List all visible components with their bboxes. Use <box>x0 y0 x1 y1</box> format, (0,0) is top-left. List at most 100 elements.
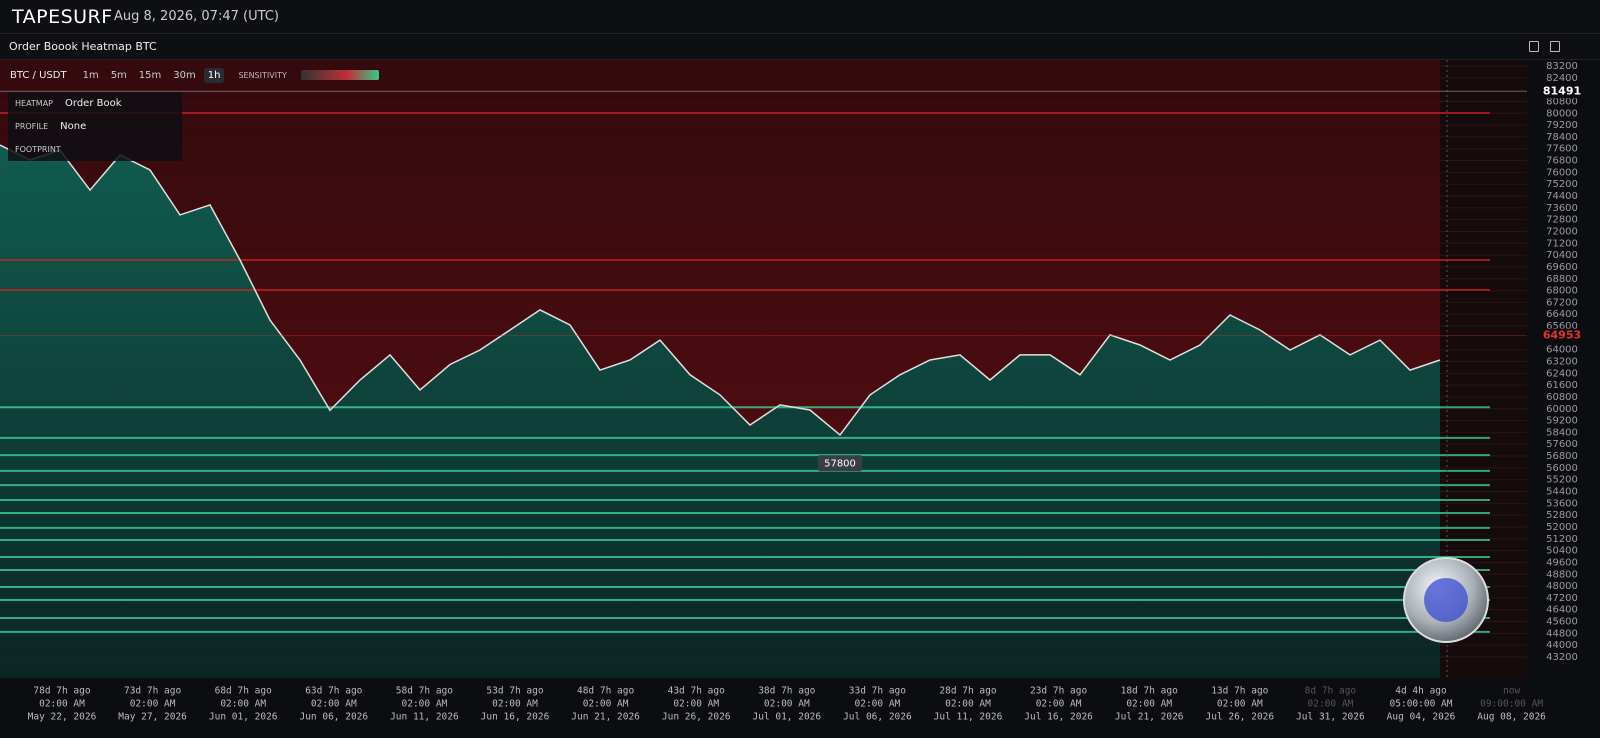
y-tick-label: 44000 <box>1546 640 1578 651</box>
x-tick-label: 38d 7h ago <box>758 686 815 697</box>
x-tick-label: Jul 21, 2026 <box>1115 712 1184 723</box>
settings-row[interactable]: PROFILE None <box>8 115 182 138</box>
panel-title: Order Boook Heatmap BTC <box>9 40 157 53</box>
x-tick-label: 02:00 AM <box>945 699 991 710</box>
y-tick-label: 64000 <box>1546 345 1578 356</box>
y-tick-label: 46400 <box>1546 605 1578 616</box>
x-tick-label: Jun 11, 2026 <box>390 712 459 723</box>
x-tick-label: May 27, 2026 <box>118 712 187 723</box>
sensitivity-slider[interactable] <box>300 70 379 80</box>
y-tick-label: 71200 <box>1546 238 1578 249</box>
low-label: 57800 <box>824 458 856 469</box>
x-tick-label: 13d 7h ago <box>1211 686 1268 697</box>
x-tick-label: 02:00 AM <box>855 699 901 710</box>
x-tick-label: 02:00 AM <box>673 699 719 710</box>
x-tick-label: 4d 4h ago <box>1395 686 1447 697</box>
y-tick-label: 72800 <box>1546 215 1578 226</box>
y-tick-label: 76800 <box>1546 156 1578 167</box>
timeframe-button[interactable]: 15m <box>138 69 162 81</box>
price-marker-bg <box>1528 84 1600 99</box>
y-tick-label: 73600 <box>1546 203 1578 214</box>
x-tick-label: 53d 7h ago <box>486 686 543 697</box>
timeframe-button[interactable]: 1h <box>203 67 225 83</box>
price-marker-label: 81491 <box>1543 84 1581 97</box>
y-tick-label: 80800 <box>1546 96 1578 107</box>
x-tick-label: 23d 7h ago <box>1030 686 1087 697</box>
datetime: Aug 8, 2026, 07:47 (UTC) <box>114 9 279 24</box>
y-tick-label: 45600 <box>1546 617 1578 628</box>
timeframe-button[interactable]: 1m <box>82 69 99 81</box>
settings-row[interactable]: HEATMAP Order Book <box>8 92 182 115</box>
x-tick-label: 02:00 AM <box>1308 699 1354 710</box>
x-tick-label: 02:00 AM <box>311 699 357 710</box>
y-tick-label: 62400 <box>1546 368 1578 379</box>
y-tick-label: 57600 <box>1546 439 1578 450</box>
y-tick-label: 48800 <box>1546 569 1578 580</box>
pair-selector[interactable]: BTC / USDT <box>10 69 67 81</box>
panel-header: Order Boook Heatmap BTC <box>0 34 1600 60</box>
settings-row[interactable]: FOOTPRINT <box>8 138 182 161</box>
y-tick-label: 74400 <box>1546 191 1578 202</box>
x-tick-label: 05:00:00 AM <box>1390 699 1453 710</box>
y-tick-label: 67200 <box>1546 297 1578 308</box>
x-tick-label: 73d 7h ago <box>124 686 181 697</box>
x-tick-label: 02:00 AM <box>220 699 266 710</box>
x-tick-label: 78d 7h ago <box>33 686 90 697</box>
y-tick-label: 60800 <box>1546 392 1578 403</box>
price-marker-label: 64953 <box>1543 329 1581 342</box>
settings-panel: HEATMAP Order Book PROFILE None FOOTPRINT <box>8 92 182 161</box>
x-tick-label: 02:00 AM <box>1036 699 1082 710</box>
x-tick-label: 58d 7h ago <box>396 686 453 697</box>
x-tick-label: 18d 7h ago <box>1121 686 1178 697</box>
price-marker-bg <box>1528 328 1600 343</box>
setting-value[interactable]: Order Book <box>65 98 122 109</box>
y-tick-label: 77600 <box>1546 144 1578 155</box>
y-tick-label: 59200 <box>1546 416 1578 427</box>
x-tick-label: 02:00 AM <box>1217 699 1263 710</box>
setting-label: PROFILE <box>15 122 49 131</box>
x-tick-label: Jul 31, 2026 <box>1296 712 1365 723</box>
y-tick-label: 55200 <box>1546 475 1578 486</box>
x-tick-label: 33d 7h ago <box>849 686 906 697</box>
maximize-icon[interactable] <box>1550 41 1560 52</box>
x-tick-label: Jun 21, 2026 <box>571 712 640 723</box>
y-tick-label: 56800 <box>1546 451 1578 462</box>
x-tick-label: 43d 7h ago <box>668 686 725 697</box>
window-icon[interactable] <box>1529 41 1539 52</box>
y-tick-label: 63200 <box>1546 357 1578 368</box>
y-tick-label: 54400 <box>1546 487 1578 498</box>
x-tick-label: 02:00 AM <box>1126 699 1172 710</box>
y-tick-label: 43200 <box>1546 652 1578 663</box>
ask-heat-area <box>0 60 1440 435</box>
toolbar: BTC / USDT 1m 5m 15m 30m 1h SENSITIVITY <box>10 66 379 84</box>
y-tick-label: 69600 <box>1546 262 1578 273</box>
setting-value[interactable]: None <box>60 121 87 132</box>
top-bar: TAPESURF Aug 8, 2026, 07:47 (UTC) <box>0 0 1600 34</box>
y-tick-label: 58400 <box>1546 427 1578 438</box>
x-tick-label: 48d 7h ago <box>577 686 634 697</box>
y-tick-label: 66400 <box>1546 309 1578 320</box>
y-tick-label: 56000 <box>1546 463 1578 474</box>
logo[interactable]: TAPESURF <box>12 6 113 28</box>
x-tick-label: Jun 16, 2026 <box>481 712 550 723</box>
x-tick-label: Jun 06, 2026 <box>299 712 368 723</box>
y-tick-label: 49600 <box>1546 557 1578 568</box>
x-tick-label: Jul 11, 2026 <box>934 712 1003 723</box>
y-tick-label: 65600 <box>1546 321 1578 332</box>
y-tick-label: 44800 <box>1546 628 1578 639</box>
timeframe-button[interactable]: 30m <box>173 69 196 81</box>
bid-heat-area <box>0 145 1440 678</box>
y-tick-label: 78400 <box>1546 132 1578 143</box>
price-line <box>0 144 1441 436</box>
y-tick-label: 51200 <box>1546 534 1578 545</box>
x-tick-label: 68d 7h ago <box>215 686 272 697</box>
timeframe-button[interactable]: 5m <box>110 69 127 81</box>
low-label-bg <box>818 455 862 472</box>
y-tick-label: 76000 <box>1546 167 1578 178</box>
y-tick-label: 75200 <box>1546 179 1578 190</box>
y-tick-label: 68800 <box>1546 274 1578 285</box>
x-tick-label: May 22, 2026 <box>28 712 97 723</box>
y-tick-label: 61600 <box>1546 380 1578 391</box>
sensitivity-label: SENSITIVITY <box>238 70 287 80</box>
